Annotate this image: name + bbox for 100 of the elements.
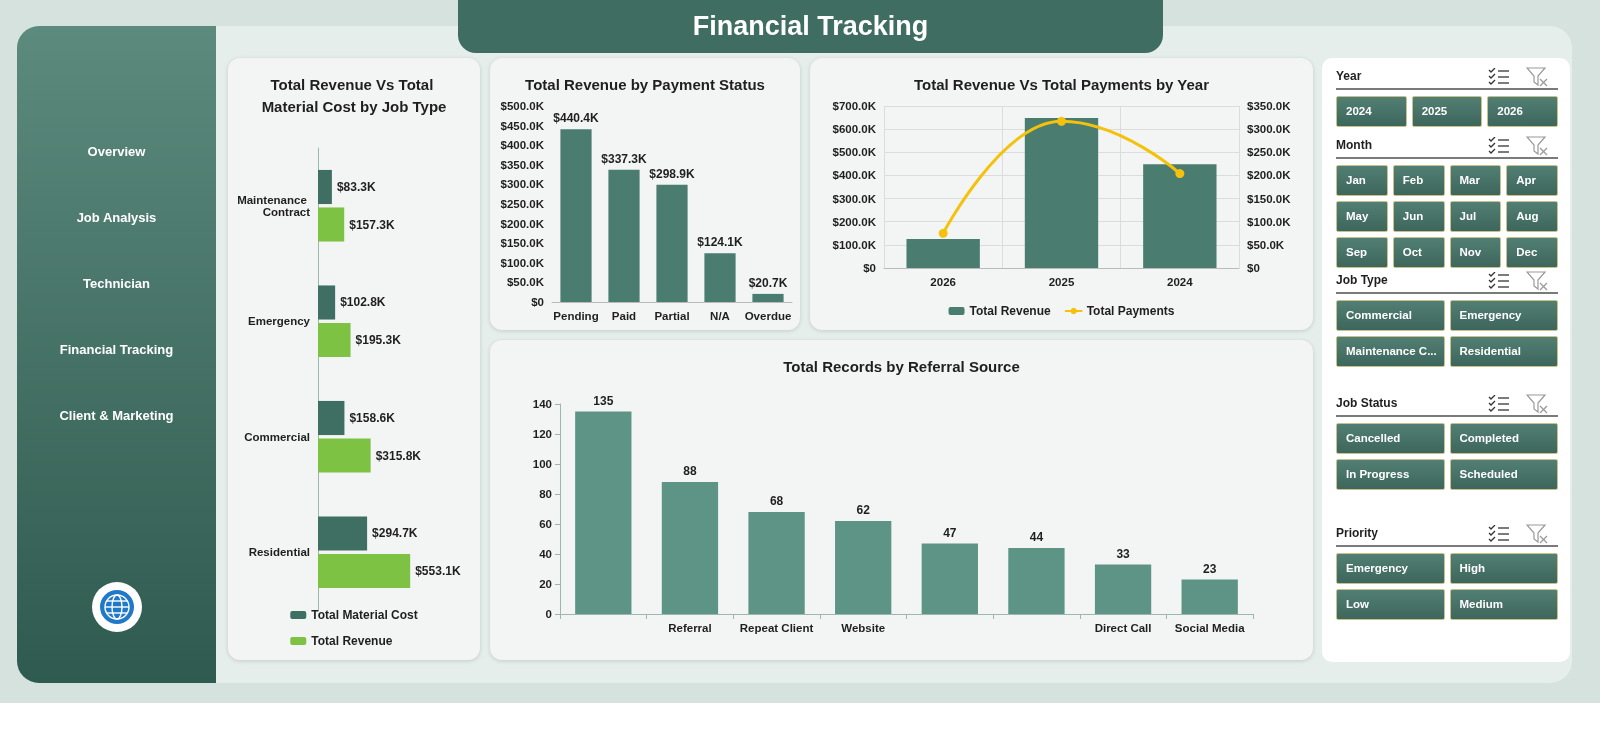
data-label: $337.3K: [601, 151, 648, 166]
y-tick-label: $600.0K: [832, 123, 877, 136]
y-tick-label: 120: [532, 428, 552, 440]
point: [1175, 169, 1185, 179]
x-tick-label: Referral: [668, 622, 712, 634]
text: Commercial: [1336, 300, 1445, 331]
chart-title: Total Revenue by Payment Status: [525, 75, 765, 93]
y-tick-label: $300.0K: [500, 178, 545, 191]
data-label: $157.3K: [349, 217, 395, 232]
x-tick-label: Overdue: [744, 310, 792, 322]
text: Jul: [1449, 201, 1502, 232]
text: Maintenance C...: [1336, 336, 1445, 367]
data-label: $20.7K: [748, 275, 788, 290]
bar: [318, 322, 351, 358]
text: Year: [1336, 69, 1362, 83]
data-label: $440.4K: [553, 111, 600, 126]
data-label: $158.6K: [349, 410, 396, 425]
bar: [1094, 564, 1152, 614]
data-label: $195.3K: [355, 333, 402, 348]
bar: [1024, 118, 1099, 268]
bar: [921, 543, 978, 614]
y-tick-label: $250.0K: [500, 198, 545, 210]
text: 2026: [1487, 96, 1558, 127]
bar: [1143, 164, 1217, 268]
text: Jun: [1392, 201, 1445, 232]
y-tick-label: $700.0K: [832, 100, 877, 112]
text: Jan: [1336, 165, 1388, 196]
y-tick-label: 100: [532, 458, 552, 470]
y-tick-label: Maintenance Contract: [237, 193, 311, 218]
text: 2024: [1336, 96, 1407, 127]
chart-title: Total Records by Referral Source: [783, 357, 1020, 375]
x-tick-label: Pending: [553, 310, 599, 322]
bar: [575, 411, 632, 614]
point: [938, 228, 948, 238]
text: Financial Tracking: [458, 0, 1163, 53]
y2-tick-label: $300.0K: [1247, 123, 1292, 136]
x-tick-label: Paid: [611, 310, 637, 322]
x-tick-label: N/A: [710, 310, 730, 322]
y-tick-label: 20: [539, 578, 552, 590]
data-label: $315.8K: [375, 448, 422, 463]
y-tick-label: 60: [539, 518, 552, 530]
y2-tick-label: $50.0K: [1247, 238, 1285, 251]
legend-label: Total Material Cost: [311, 608, 418, 622]
bar: [1008, 548, 1065, 614]
y2-tick-label: $350.0K: [1247, 100, 1292, 112]
bar: [560, 129, 592, 302]
bar: [748, 512, 805, 614]
y-tick-label: Commercial: [244, 430, 310, 443]
text: 2025: [1411, 96, 1483, 127]
y2-tick-label: $250.0K: [1247, 146, 1292, 159]
y-tick-label: $0: [531, 296, 544, 308]
bar: [318, 516, 368, 551]
y-tick-label: $100.0K: [832, 238, 877, 251]
text: Emergency: [1449, 300, 1558, 331]
text: Client & Marketing: [58, 408, 175, 423]
legend-label: Total Revenue: [311, 634, 393, 648]
y-tick-label: 0: [545, 608, 552, 620]
text: Technician: [82, 276, 151, 291]
text: Month: [1336, 138, 1372, 152]
x-tick-label: 2026: [930, 276, 956, 288]
bar: [318, 207, 345, 242]
y-tick-label: 140: [532, 398, 552, 410]
y-tick-label: $350.0K: [500, 158, 545, 171]
bar: [318, 285, 336, 320]
text: Sep: [1336, 237, 1388, 268]
text: Aug: [1506, 201, 1558, 232]
y2-tick-label: $100.0K: [1247, 215, 1292, 228]
text: Completed: [1449, 423, 1558, 454]
text: Oct: [1392, 237, 1445, 268]
bar: [608, 169, 640, 302]
y-tick-label: $400.0K: [500, 139, 545, 152]
y-tick-label: $0: [863, 262, 876, 274]
point: [1057, 116, 1066, 126]
text: Dec: [1506, 237, 1558, 268]
y-tick-label: $500.0K: [500, 100, 545, 112]
y2-tick-label: $200.0K: [1247, 169, 1292, 182]
x-tick-label: Website: [841, 622, 886, 634]
data-label: 47: [943, 525, 957, 540]
text: Apr: [1506, 165, 1558, 196]
y-tick-label: $50.0K: [506, 276, 545, 289]
text: High: [1449, 553, 1558, 584]
y-tick-label: Residential: [248, 546, 310, 559]
y-tick-label: $100.0K: [500, 256, 545, 269]
bar: [318, 553, 411, 589]
text: In Progress: [1336, 459, 1445, 490]
data-label: 135: [593, 393, 614, 408]
y-tick-label: $400.0K: [832, 169, 877, 182]
text: Emergency: [1336, 553, 1445, 584]
bar: [318, 400, 345, 436]
y2-tick-label: $0: [1247, 262, 1260, 274]
text: Job Type: [1336, 273, 1388, 287]
data-label: $102.8K: [340, 295, 386, 310]
x-tick-label: 2025: [1048, 276, 1075, 288]
data-label: 33: [1116, 546, 1131, 561]
data-label: 68: [769, 494, 784, 508]
text: May: [1336, 201, 1388, 232]
text: Residential: [1449, 336, 1558, 367]
x-tick-label: Repeat Client: [739, 622, 814, 634]
bar: [835, 521, 892, 614]
legend-label: Total Revenue: [969, 304, 1051, 318]
